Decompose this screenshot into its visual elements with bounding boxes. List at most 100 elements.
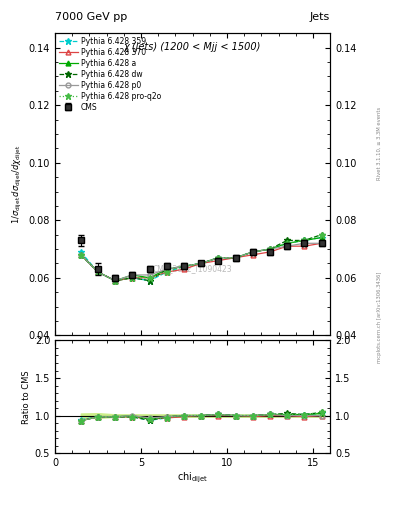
Pythia 6.428 370: [95, 269, 100, 275]
Pythia 6.428 pro-q2o: [147, 275, 152, 281]
Pythia 6.428 359: [250, 249, 255, 255]
Pythia 6.428 p0: [199, 261, 204, 267]
Pythia 6.428 pro-q2o: [130, 275, 135, 281]
Line: Pythia 6.428 370: Pythia 6.428 370: [78, 241, 324, 283]
Pythia 6.428 370: [233, 254, 238, 261]
Pythia 6.428 359: [233, 254, 238, 261]
Pythia 6.428 370: [285, 243, 290, 249]
Pythia 6.428 a: [147, 275, 152, 281]
Pythia 6.428 359: [130, 275, 135, 281]
Pythia 6.428 p0: [113, 278, 118, 284]
Pythia 6.428 p0: [95, 269, 100, 275]
Pythia 6.428 359: [199, 261, 204, 267]
Pythia 6.428 dw: [164, 266, 169, 272]
Pythia 6.428 a: [250, 249, 255, 255]
Pythia 6.428 359: [147, 278, 152, 284]
Line: Pythia 6.428 pro-q2o: Pythia 6.428 pro-q2o: [78, 231, 325, 284]
Pythia 6.428 p0: [182, 263, 186, 269]
Pythia 6.428 p0: [285, 243, 290, 249]
Pythia 6.428 dw: [319, 231, 324, 238]
Line: Pythia 6.428 dw: Pythia 6.428 dw: [78, 231, 325, 284]
Y-axis label: $1/\sigma_\mathrm{dijet}\,d\sigma_\mathrm{dijet}/d\chi_\mathrm{dijet}$: $1/\sigma_\mathrm{dijet}\,d\sigma_\mathr…: [11, 144, 24, 224]
Legend: Pythia 6.428 359, Pythia 6.428 370, Pythia 6.428 a, Pythia 6.428 dw, Pythia 6.42: Pythia 6.428 359, Pythia 6.428 370, Pyth…: [57, 35, 163, 113]
Pythia 6.428 370: [319, 240, 324, 246]
Pythia 6.428 359: [79, 249, 83, 255]
Pythia 6.428 dw: [268, 246, 272, 252]
Pythia 6.428 a: [199, 261, 204, 267]
Pythia 6.428 dw: [130, 275, 135, 281]
Pythia 6.428 pro-q2o: [250, 249, 255, 255]
Pythia 6.428 359: [302, 238, 307, 244]
Pythia 6.428 dw: [113, 278, 118, 284]
Pythia 6.428 pro-q2o: [302, 238, 307, 244]
Pythia 6.428 pro-q2o: [199, 261, 204, 267]
Pythia 6.428 p0: [147, 272, 152, 278]
Pythia 6.428 pro-q2o: [164, 269, 169, 275]
Pythia 6.428 359: [285, 240, 290, 246]
Pythia 6.428 dw: [79, 252, 83, 258]
Pythia 6.428 a: [319, 234, 324, 241]
Pythia 6.428 370: [164, 269, 169, 275]
Pythia 6.428 359: [113, 278, 118, 284]
Pythia 6.428 359: [268, 246, 272, 252]
Pythia 6.428 a: [233, 254, 238, 261]
Line: Pythia 6.428 359: Pythia 6.428 359: [78, 234, 325, 284]
Pythia 6.428 dw: [182, 263, 186, 269]
Pythia 6.428 a: [95, 269, 100, 275]
Pythia 6.428 p0: [268, 246, 272, 252]
Pythia 6.428 p0: [130, 272, 135, 278]
Pythia 6.428 370: [130, 275, 135, 281]
Pythia 6.428 370: [182, 266, 186, 272]
Pythia 6.428 a: [216, 254, 221, 261]
Line: Pythia 6.428 a: Pythia 6.428 a: [78, 235, 324, 283]
Pythia 6.428 359: [319, 234, 324, 241]
Pythia 6.428 a: [285, 240, 290, 246]
Pythia 6.428 a: [113, 278, 118, 284]
Pythia 6.428 359: [216, 254, 221, 261]
Pythia 6.428 dw: [233, 254, 238, 261]
Pythia 6.428 p0: [233, 254, 238, 261]
Pythia 6.428 370: [216, 258, 221, 264]
Pythia 6.428 p0: [250, 249, 255, 255]
Pythia 6.428 370: [302, 243, 307, 249]
X-axis label: chi$_\mathrm{dijet}$: chi$_\mathrm{dijet}$: [177, 471, 208, 485]
Pythia 6.428 p0: [319, 240, 324, 246]
Pythia 6.428 dw: [147, 278, 152, 284]
Pythia 6.428 p0: [216, 254, 221, 261]
Pythia 6.428 dw: [285, 238, 290, 244]
Text: Jets: Jets: [310, 11, 330, 22]
Pythia 6.428 370: [199, 261, 204, 267]
Pythia 6.428 pro-q2o: [79, 252, 83, 258]
Text: 7000 GeV pp: 7000 GeV pp: [55, 11, 127, 22]
Pythia 6.428 359: [164, 269, 169, 275]
Pythia 6.428 pro-q2o: [216, 254, 221, 261]
Pythia 6.428 pro-q2o: [182, 263, 186, 269]
Pythia 6.428 370: [147, 275, 152, 281]
Text: CMS_2012_I1090423: CMS_2012_I1090423: [153, 264, 232, 273]
Pythia 6.428 a: [130, 272, 135, 278]
Pythia 6.428 p0: [302, 240, 307, 246]
Pythia 6.428 pro-q2o: [95, 269, 100, 275]
Pythia 6.428 pro-q2o: [113, 278, 118, 284]
Pythia 6.428 370: [250, 252, 255, 258]
Pythia 6.428 pro-q2o: [285, 240, 290, 246]
Pythia 6.428 pro-q2o: [233, 254, 238, 261]
Pythia 6.428 370: [79, 252, 83, 258]
Pythia 6.428 dw: [216, 254, 221, 261]
Pythia 6.428 pro-q2o: [268, 246, 272, 252]
Pythia 6.428 dw: [95, 269, 100, 275]
Text: Rivet 3.1.10, ≥ 3.3M events: Rivet 3.1.10, ≥ 3.3M events: [377, 106, 382, 180]
Pythia 6.428 p0: [164, 266, 169, 272]
Pythia 6.428 a: [268, 246, 272, 252]
Line: Pythia 6.428 p0: Pythia 6.428 p0: [78, 241, 324, 283]
Pythia 6.428 359: [95, 269, 100, 275]
Pythia 6.428 a: [79, 252, 83, 258]
Pythia 6.428 a: [164, 266, 169, 272]
Pythia 6.428 a: [182, 263, 186, 269]
Pythia 6.428 pro-q2o: [319, 231, 324, 238]
Pythia 6.428 370: [113, 278, 118, 284]
Pythia 6.428 359: [182, 263, 186, 269]
Pythia 6.428 dw: [199, 261, 204, 267]
Text: χ (jets) (1200 < Mjj < 1500): χ (jets) (1200 < Mjj < 1500): [124, 42, 261, 52]
Pythia 6.428 dw: [250, 249, 255, 255]
